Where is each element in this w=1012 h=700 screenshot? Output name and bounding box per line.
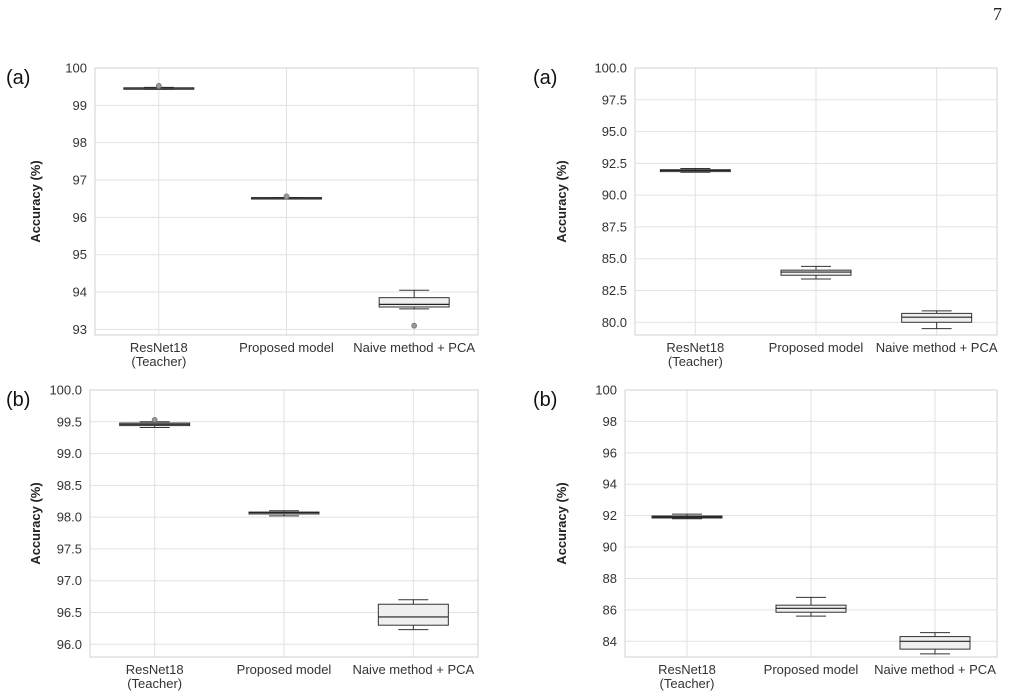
box-plot-element <box>659 167 731 173</box>
box-plot-element <box>251 193 322 200</box>
y-tick-label: 82.5 <box>602 283 627 298</box>
outlier-point <box>283 193 290 200</box>
y-tick-label: 99.5 <box>57 414 82 429</box>
x-tick-label: (Teacher) <box>131 354 186 369</box>
outlier-point <box>155 83 162 89</box>
x-tick-label: Proposed model <box>237 662 332 677</box>
chart-panel: 80.0 82.5 85.0 87.5 90.0 92.5 95.0 97.5 100.0 Res… <box>533 61 998 370</box>
y-tick-label: 97.5 <box>602 92 627 107</box>
box-plot-element <box>248 510 320 517</box>
page-number: 7 <box>993 4 1002 24</box>
x-tick-label: Proposed model <box>764 662 859 677</box>
y-tick-label: 97.0 <box>57 573 82 588</box>
box-plot-element <box>901 310 973 330</box>
x-tick-label: Naive method + PCA <box>874 662 996 677</box>
y-tick-label: 99.0 <box>57 446 82 461</box>
x-tick-label: (Teacher) <box>668 354 723 369</box>
y-tick-label: 98.0 <box>57 510 82 525</box>
box-plot-element <box>378 289 450 329</box>
outlier-point <box>151 416 158 423</box>
box-plot-element <box>123 83 195 90</box>
x-tick-label: Proposed model <box>769 340 864 355</box>
y-tick-label: 96 <box>73 210 87 225</box>
x-tick-label: (Teacher) <box>127 676 182 691</box>
box-plot-element <box>119 416 191 429</box>
y-tick-label: 97 <box>73 173 87 188</box>
x-tick-label: ResNet18 <box>666 340 724 355</box>
x-tick-label: Proposed model <box>239 340 334 355</box>
y-tick-label: 92 <box>603 508 617 523</box>
plot-frame <box>634 67 998 336</box>
chart-panel: 93 94 95 96 97 98 99 100 ResNet18(Teacher) Propos… <box>6 61 479 369</box>
y-tick-label: 97.5 <box>57 541 82 556</box>
y-tick-label: 100.0 <box>594 61 627 76</box>
y-tick-label: 93 <box>73 322 87 337</box>
y-tick-label: 98 <box>603 414 617 429</box>
y-tick-label: 87.5 <box>602 219 627 234</box>
panel-label: (a) <box>6 67 30 89</box>
y-tick-label: 100 <box>595 383 617 398</box>
plot-frame <box>624 389 998 658</box>
y-tick-label: 100 <box>65 61 87 76</box>
y-tick-label: 100.0 <box>49 383 82 398</box>
box-plot-element <box>651 513 723 520</box>
box-plot-element <box>377 599 449 631</box>
panel-label: (a) <box>533 67 557 89</box>
x-tick-label: ResNet18 <box>126 662 184 677</box>
y-tick-label: 88 <box>603 571 617 586</box>
x-tick-label: Naive method + PCA <box>352 662 474 677</box>
box-plot-element <box>775 596 847 617</box>
panel-label: (b) <box>533 389 557 411</box>
y-tick-label: 95.0 <box>602 124 627 139</box>
outlier-point <box>411 322 418 329</box>
y-tick-label: 85.0 <box>602 251 627 266</box>
y-tick-label: 96 <box>603 445 617 460</box>
y-tick-label: 84 <box>603 634 617 649</box>
y-axis-label: Accuracy (%) <box>554 160 569 242</box>
panel-label: (b) <box>6 389 30 411</box>
y-tick-label: 94 <box>73 285 87 300</box>
x-tick-label: Naive method + PCA <box>353 340 475 355</box>
box-plot-element <box>780 265 852 280</box>
x-tick-label: Naive method + PCA <box>876 340 998 355</box>
box-iqr <box>901 312 973 323</box>
y-tick-label: 86 <box>603 602 617 617</box>
y-tick-label: 98.5 <box>57 478 82 493</box>
y-axis-label: Accuracy (%) <box>28 482 43 564</box>
box-iqr <box>780 269 852 276</box>
plot-frame <box>94 67 479 336</box>
y-tick-label: 98 <box>73 135 87 150</box>
y-axis-label: Accuracy (%) <box>554 482 569 564</box>
y-tick-label: 90.0 <box>602 188 627 203</box>
y-tick-label: 95 <box>73 247 87 262</box>
chart-panel: 84 86 88 90 92 94 96 98 100 ResNet18(Teacher) Prop… <box>533 383 998 691</box>
box-iqr <box>378 297 450 308</box>
y-tick-label: 99 <box>73 98 87 113</box>
y-tick-label: 96.5 <box>57 605 82 620</box>
y-tick-label: 96.0 <box>57 637 82 652</box>
x-tick-label: ResNet18 <box>658 662 716 677</box>
box-iqr <box>377 603 449 626</box>
y-tick-label: 92.5 <box>602 156 627 171</box>
x-tick-label: (Teacher) <box>660 676 715 691</box>
y-axis-label: Accuracy (%) <box>28 160 43 242</box>
chart-panel: 96.0 96.5 97.0 97.5 98.0 98.5 99.0 99.5 100.0 Res… <box>6 383 479 691</box>
y-tick-label: 90 <box>603 540 617 555</box>
box-iqr <box>899 636 971 650</box>
plot-frame <box>89 389 479 658</box>
y-tick-label: 94 <box>603 477 617 492</box>
x-tick-label: ResNet18 <box>130 340 188 355</box>
box-plot-element <box>899 632 971 655</box>
y-tick-label: 80.0 <box>602 315 627 330</box>
